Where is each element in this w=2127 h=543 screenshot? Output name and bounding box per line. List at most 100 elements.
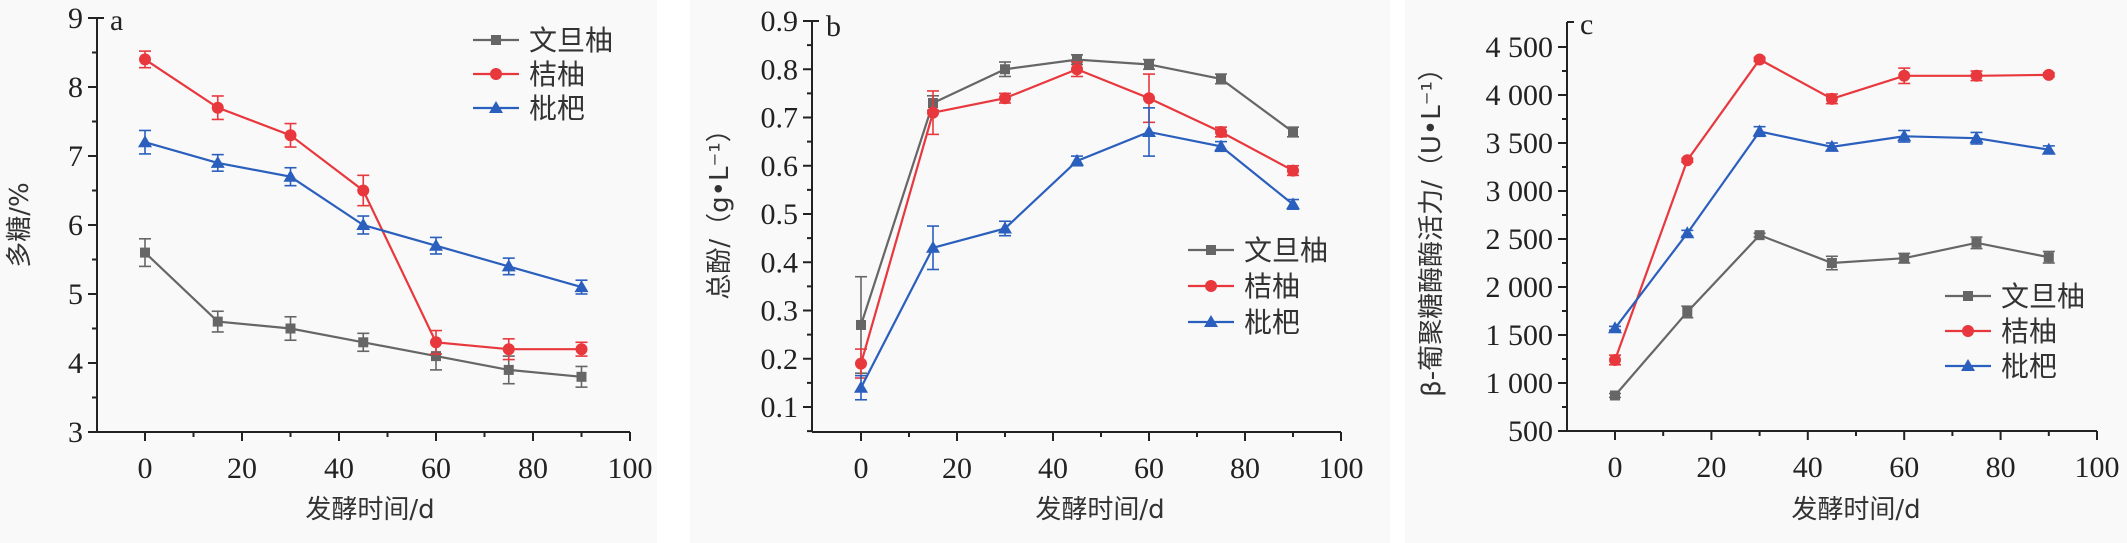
x-tick-label: 60	[1889, 451, 1919, 484]
x-tick-label: 40	[1793, 451, 1823, 484]
legend-marker	[489, 101, 503, 113]
legend-item: 桔柚	[1188, 270, 1300, 303]
data-point	[1682, 306, 1693, 317]
y-tick-label: 0.4	[761, 246, 799, 279]
legend-label: 文旦柚	[1244, 234, 1328, 267]
data-point	[1216, 73, 1226, 84]
chart-a: a 多糖/% 发酵时间/d 3 4 5 6 7 8 9 0 20 40 60 80 100 文旦柚桔柚枇…	[5, 2, 653, 525]
x-tick-label: 100	[608, 452, 653, 485]
x-tick-label: 80	[518, 452, 548, 485]
legend-label: 桔柚	[1244, 270, 1300, 303]
data-point	[138, 135, 152, 148]
data-point	[357, 184, 370, 197]
data-point	[1287, 164, 1299, 177]
series-group	[138, 50, 589, 388]
y-tick-label: 0.3	[761, 295, 799, 328]
data-point	[503, 364, 514, 375]
data-point	[140, 247, 150, 258]
y-axis-title: β-葡聚糖酶酶活力/（U•L⁻¹）	[1417, 55, 1447, 397]
data-point	[999, 92, 1011, 105]
y-tick-label: 500	[1508, 415, 1553, 448]
y-tick-label: 2 500	[1486, 223, 1554, 256]
y-tick-label: 3	[68, 416, 83, 449]
data-point	[1971, 237, 1982, 248]
legend-item: 文旦柚	[473, 24, 613, 57]
legend-label: 枇杷	[2001, 350, 2057, 383]
panel-letter-b: b	[826, 10, 841, 43]
data-point	[501, 259, 516, 272]
data-point	[431, 351, 441, 362]
panel-letter-a: a	[110, 4, 123, 37]
series-triangle	[854, 107, 1300, 401]
legend-label: 桔柚	[529, 58, 585, 91]
y-tick-label: 4 500	[1486, 31, 1554, 64]
data-point	[1825, 92, 1838, 105]
ticks: 500 1 000 1 500 2 000 2 500 3 000 3 500 4 000 4 …	[1486, 31, 2120, 484]
x-tick-label: 80	[1986, 451, 2016, 484]
data-point	[211, 101, 224, 114]
legend-item: 桔柚	[473, 58, 585, 91]
data-point	[283, 169, 298, 182]
legend-item: 枇杷	[1188, 306, 1300, 339]
x-tick-label: 100	[2075, 451, 2120, 484]
data-point	[998, 221, 1012, 234]
x-axis-title: 发酵时间/d	[305, 495, 434, 525]
x-axis-title: 发酵时间/d	[1035, 495, 1164, 525]
y-tick-label: 4 000	[1486, 79, 1554, 112]
data-point	[358, 337, 369, 348]
y-tick-label: 3 500	[1486, 127, 1554, 160]
x-tick-label: 0	[854, 452, 869, 485]
legend-item: 文旦柚	[1188, 234, 1328, 267]
data-point	[1072, 54, 1082, 65]
data-point	[1826, 258, 1837, 268]
legend-marker	[1206, 245, 1216, 255]
series-triangle	[1608, 124, 2056, 334]
x-tick-label: 100	[1319, 452, 1364, 485]
data-point	[139, 53, 151, 66]
panel-a-background	[0, 0, 657, 543]
data-point	[1899, 253, 1910, 264]
data-point	[2043, 252, 2054, 263]
legend-item: 桔柚	[1945, 315, 2057, 348]
legend-marker	[1963, 291, 1973, 301]
data-point	[502, 343, 515, 356]
panel-c-background	[1405, 0, 2127, 543]
y-tick-label: 5	[68, 278, 83, 311]
data-point	[926, 240, 940, 253]
data-point	[1754, 230, 1765, 241]
y-tick-label: 7	[68, 140, 83, 173]
x-tick-label: 40	[324, 452, 354, 485]
legend-label: 桔柚	[2001, 315, 2057, 348]
series-group	[854, 53, 1300, 401]
data-point	[1752, 124, 1767, 137]
y-tick-label: 0.7	[761, 102, 799, 135]
legend-item: 枇杷	[1945, 350, 2057, 383]
y-tick-label: 1 000	[1486, 367, 1554, 400]
legend-marker	[1961, 359, 1975, 371]
series-triangle	[138, 129, 589, 295]
data-point	[574, 280, 589, 293]
data-point	[430, 336, 442, 349]
legend-marker	[1962, 325, 1974, 337]
data-point	[1898, 69, 1911, 82]
legend-label: 文旦柚	[2001, 280, 2085, 313]
legend-marker	[1205, 280, 1217, 292]
y-tick-label: 8	[68, 71, 83, 104]
x-tick-label: 20	[1696, 451, 1726, 484]
data-point	[1610, 390, 1620, 401]
y-tick-label: 0.6	[761, 150, 799, 183]
legend-label: 文旦柚	[529, 24, 613, 57]
series-circle	[139, 50, 588, 361]
panel-letter-c: c	[1580, 8, 1593, 41]
legend-item: 文旦柚	[1945, 280, 2085, 313]
data-point	[1824, 139, 1839, 152]
legend-marker	[490, 68, 502, 80]
data-point	[1753, 53, 1766, 66]
x-tick-label: 60	[421, 452, 451, 485]
x-tick-label: 20	[942, 452, 972, 485]
data-point	[856, 319, 866, 330]
data-point	[1215, 125, 1227, 138]
data-point	[1071, 63, 1083, 76]
